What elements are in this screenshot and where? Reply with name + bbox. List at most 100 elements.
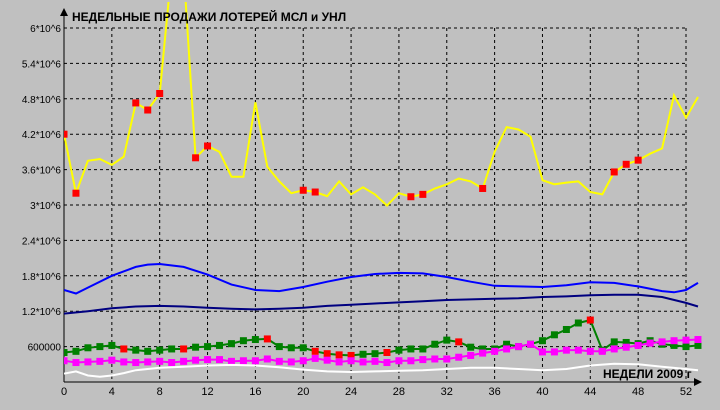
series-point-magenta-26 [371,357,379,365]
series-point-magenta-20 [299,357,307,365]
series-point-green-21 [311,347,319,355]
series-point-magenta-16 [251,357,259,365]
tick-labels: 0 4 8 12 16 20 24 28 32 36 40 44 48 526000001.2*10^61… [22,24,692,398]
series-point-green-26 [371,350,379,358]
series-point-yellow-12 [204,142,212,150]
x-tick-label-8: 8 [157,386,163,398]
series-line-yellow [64,2,699,208]
series-point-magenta-27 [383,359,391,367]
series-point-magenta-23 [335,358,343,366]
series-point-yellow-46 [610,168,618,176]
series-point-magenta-46 [610,345,618,353]
y-tick-label-4: 3*10^6 [30,201,61,212]
series-point-green-1 [72,347,80,355]
series-point-green-4 [108,341,116,349]
chart-title: НЕДЕЛЬНЫЕ ПРОДАЖИ ЛОТЕРЕЙ МСЛ и УНЛ [72,9,346,24]
series-point-green-33 [455,338,463,346]
series-point-magenta-7 [144,358,152,366]
x-tick-label-24: 24 [345,386,357,398]
series-point-magenta-15 [239,357,247,365]
series-point-magenta-37 [503,345,511,353]
series-point-green-5 [120,345,128,353]
y-tick-label-5: 3.6*10^6 [22,166,62,177]
series-point-magenta-14 [227,357,235,365]
y-tick-label-6: 4.2*10^6 [22,130,62,141]
series-point-magenta-3 [96,357,104,365]
series-point-magenta-21 [311,354,319,362]
series-point-magenta-45 [598,347,606,355]
series-point-green-25 [359,350,367,358]
series-point-green-37 [503,340,511,348]
y-tick-label-3: 2.4*10^6 [22,236,62,247]
series-point-magenta-47 [622,343,630,351]
series-point-green-12 [204,343,212,351]
series-point-magenta-35 [479,349,487,357]
axes [60,8,702,386]
series-point-yellow-20 [299,186,307,194]
series-point-green-24 [347,351,355,359]
series-point-green-30 [419,345,427,353]
series-point-magenta-24 [347,357,355,365]
series-point-magenta-31 [431,355,439,363]
series-point-yellow-48 [634,156,642,164]
series-point-yellow-11 [192,154,200,162]
series-point-yellow-0 [64,130,68,138]
series-point-magenta-9 [168,359,176,367]
series-point-green-15 [239,337,247,345]
series-point-green-47 [622,338,630,346]
series-point-magenta-30 [419,356,427,364]
series-point-magenta-18 [275,357,283,365]
series-point-yellow-21 [311,188,319,196]
series-point-green-3 [96,343,104,351]
series-point-magenta-38 [515,343,523,351]
series-point-magenta-40 [538,348,546,356]
series-point-magenta-32 [443,355,451,363]
series-layer [64,2,702,378]
series-point-green-13 [216,341,223,349]
series-point-yellow-47 [622,160,630,168]
x-tick-label-32: 32 [441,386,453,398]
series-point-green-34 [467,343,475,351]
series-point-green-2 [84,344,92,352]
series-point-magenta-10 [180,357,188,365]
series-point-magenta-5 [120,358,128,366]
x-tick-label-44: 44 [584,386,596,398]
series-point-magenta-36 [491,347,499,355]
series-point-magenta-13 [216,356,223,364]
series-point-green-53 [694,341,702,349]
x-tick-label-40: 40 [536,386,548,398]
series-point-green-27 [383,349,391,356]
y-tick-label-9: 6*10^6 [30,24,61,35]
series-point-magenta-43 [574,346,582,354]
series-line-white [64,362,699,378]
series-point-green-35 [479,345,487,353]
series-point-yellow-8 [156,89,164,97]
y-tick-label-8: 5.4*10^6 [22,59,62,70]
x-tick-label-52: 52 [680,386,692,398]
x-tick-label-48: 48 [632,386,644,398]
series-point-magenta-25 [359,358,367,366]
series-point-magenta-34 [467,351,475,359]
series-point-green-23 [335,351,343,359]
x-axis-label: НЕДЕЛИ 2009 г [603,367,692,381]
series-line-navy [64,293,699,315]
grid [63,27,687,382]
x-tick-label-20: 20 [297,386,309,398]
series-point-magenta-29 [407,357,415,365]
series-point-magenta-11 [192,356,200,364]
series-point-green-17 [263,335,271,343]
series-point-magenta-51 [670,337,678,345]
series-point-magenta-22 [323,356,331,364]
y-tick-label-7: 4.8*10^6 [22,95,62,106]
series-point-yellow-1 [72,189,80,197]
series-point-magenta-2 [84,358,92,366]
series-point-green-7 [144,347,152,355]
series-point-green-19 [287,344,295,352]
series-point-green-20 [299,344,307,352]
series-point-yellow-29 [407,193,415,201]
y-tick-label-0: 600000 [28,343,62,354]
series-point-green-18 [275,343,283,351]
series-point-magenta-39 [527,340,534,348]
series-point-magenta-44 [586,347,594,355]
